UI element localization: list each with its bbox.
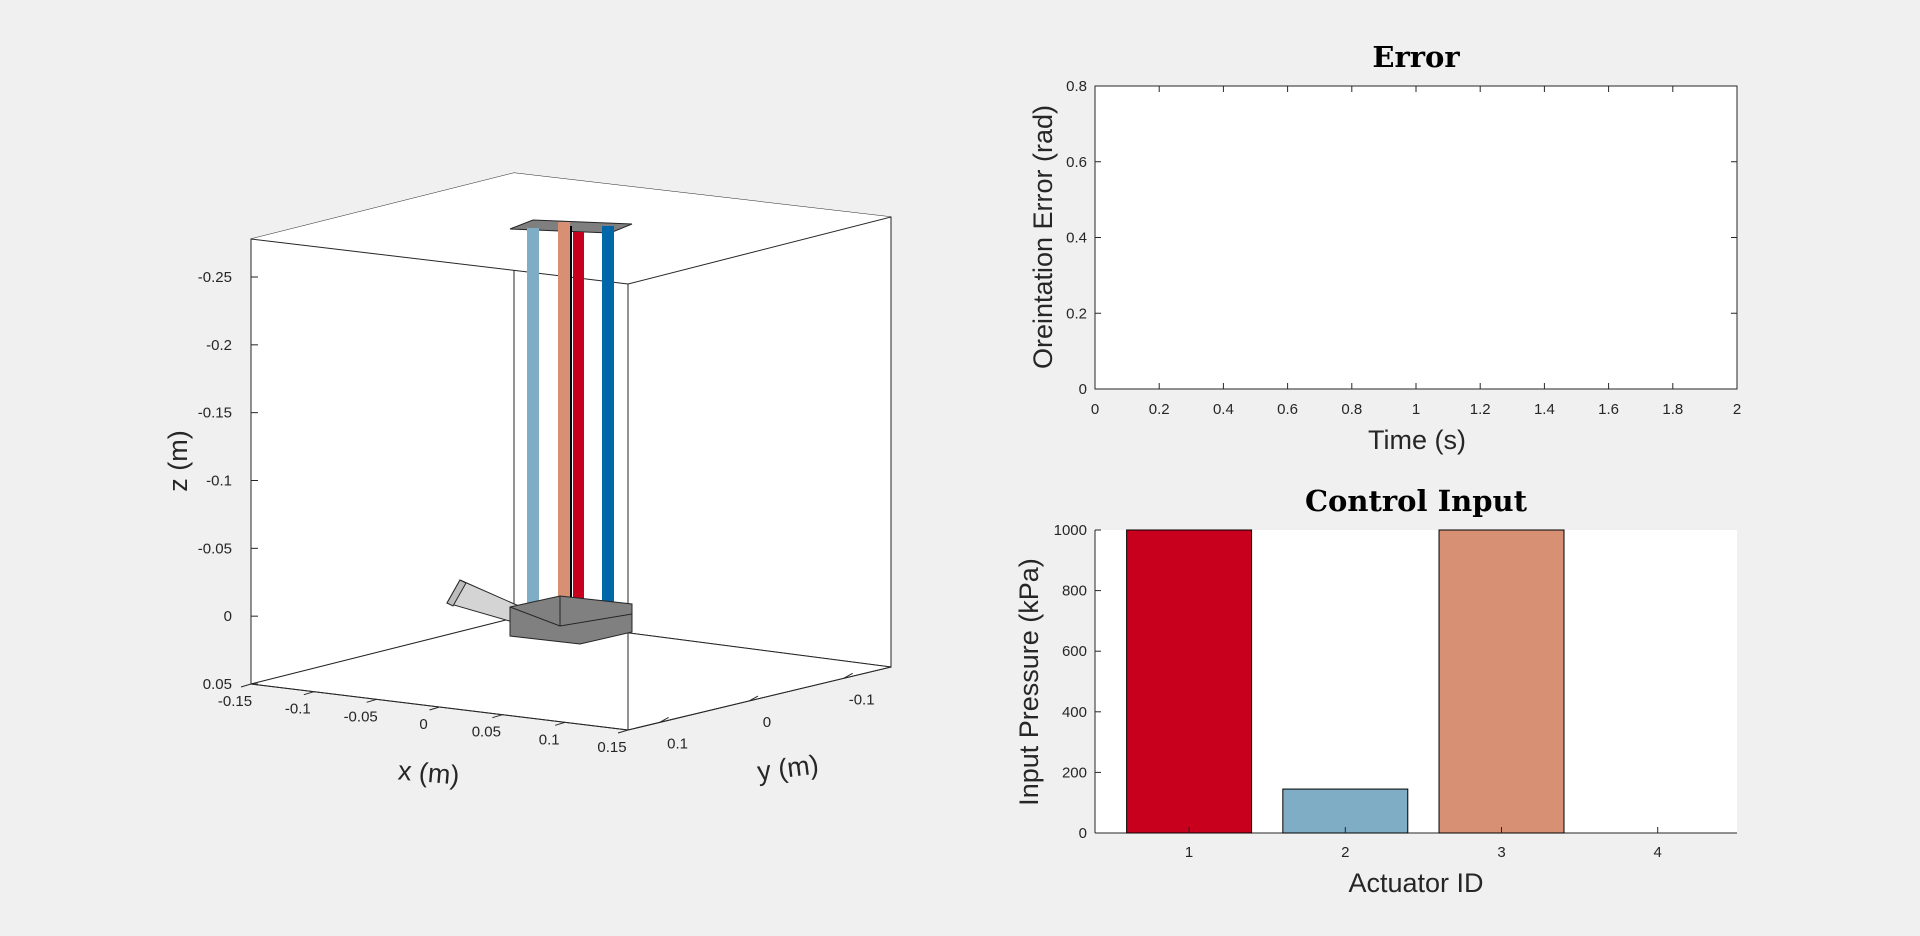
x-axis-label: x (m): [397, 755, 461, 790]
control-y-tick-label: 400: [1062, 704, 1087, 721]
control-x-ticks: 1 2 3 4: [1185, 827, 1662, 861]
control-bars: [1126, 529, 1565, 834]
control-x-tick-label: 4: [1654, 844, 1662, 861]
bar-actuator-1: [1126, 529, 1253, 834]
error-x-tick-label: 1.2: [1470, 401, 1491, 418]
x-tick-mark: [555, 721, 566, 726]
control-y-tick-label: 0: [1079, 825, 1087, 842]
z-axis-label: z (m): [163, 430, 193, 491]
error-y-ticks: 0 0.2 0.4 0.6 0.8: [1066, 78, 1737, 398]
x-tick-mark: [240, 683, 252, 688]
error-x-tick-label: 1.4: [1534, 401, 1555, 418]
box-right-top-edge: [627, 216, 892, 285]
z-tick-label: -0.25: [198, 269, 232, 286]
x-tick-label: 0: [419, 716, 427, 733]
error-x-ticks: 0 0.2 0.4 0.6 0.8 1 1.2 1.4 1.6 1.8 2: [1091, 86, 1741, 418]
z-tick-label: 0: [224, 608, 232, 625]
x-axis-ticks: -0.15 -0.1 -0.05 0 0.05 0.1 0.15: [218, 683, 629, 756]
y-tick-mark: [659, 717, 669, 723]
y-tick-mark: [843, 672, 853, 679]
error-x-tick-label: 1: [1412, 401, 1420, 418]
error-plot-title: Error: [1372, 40, 1460, 74]
end-effector-edge-2: [509, 606, 633, 627]
x-tick-mark: [617, 729, 629, 734]
control-x-label: Actuator ID: [1348, 868, 1483, 898]
error-y-tick-label: 0.6: [1066, 154, 1087, 171]
error-y-tick-label: 0.4: [1066, 230, 1087, 247]
z-axis-ticks: -0.25 -0.2 -0.15 -0.1 -0.05 0 0.05: [198, 269, 258, 693]
x-tick-mark: [366, 698, 377, 703]
x-tick-mark: [429, 706, 440, 711]
error-y-tick-label: 0.8: [1066, 78, 1087, 95]
y-tick-mark: [748, 695, 759, 702]
x-tick-label: 0.15: [597, 739, 626, 756]
x-tick-label: 0.05: [472, 724, 501, 741]
z-tick-label: 0.05: [203, 676, 232, 693]
error-x-tick-label: 0.4: [1213, 401, 1234, 418]
control-y-tick-label: 600: [1062, 643, 1087, 660]
x-tick-label: 0.1: [539, 731, 560, 748]
actuator-tube-2: [558, 222, 570, 600]
bar-actuator-2: [1282, 788, 1409, 834]
x-tick-mark: [303, 691, 314, 696]
error-x-tick-label: 2: [1733, 401, 1741, 418]
x-tick-mark: [492, 714, 503, 719]
bar-actuator-3: [1438, 529, 1565, 834]
error-y-label: Oreintation Error (rad): [1028, 105, 1058, 369]
z-tick-label: -0.05: [198, 540, 232, 557]
control-x-tick-label: 3: [1497, 844, 1505, 861]
error-plot: Error 0 0.2 0.4 0.6 0.8 1 1.2 1.4 1.6 1.8 2 0 0.2 0.…: [1028, 40, 1741, 455]
error-x-tick-label: 0.6: [1277, 401, 1298, 418]
x-tick-label: -0.05: [344, 708, 378, 725]
control-x-tick-label: 1: [1185, 844, 1193, 861]
error-x-tick-label: 1.8: [1662, 401, 1683, 418]
error-plot-axes: [1094, 85, 1738, 390]
control-y-tick-label: 200: [1062, 764, 1087, 781]
gripper-finger-side: [446, 579, 467, 607]
actuator-tube-4: [602, 226, 614, 602]
y-axis-label: y (m): [756, 749, 821, 786]
y-tick-label: -0.1: [849, 691, 875, 708]
control-y-tick-label: 1000: [1054, 522, 1087, 539]
error-y-tick-label: 0.2: [1066, 305, 1087, 322]
z-tick-label: -0.1: [206, 473, 232, 490]
error-x-tick-label: 0.2: [1149, 401, 1170, 418]
y-tick-label: 0.1: [667, 735, 688, 752]
error-x-tick-label: 1.6: [1598, 401, 1619, 418]
z-tick-label: -0.2: [206, 337, 232, 354]
box-right-bottom-edge: [627, 666, 892, 731]
x-tick-label: -0.1: [285, 701, 311, 718]
control-y-label: Input Pressure (kPa): [1014, 558, 1044, 806]
y-tick-label: 0: [763, 714, 771, 731]
y-axis-ticks: -0.1 0 0.1: [659, 672, 875, 752]
error-x-tick-label: 0.8: [1341, 401, 1362, 418]
x-tick-label: -0.15: [218, 693, 252, 710]
control-y-ticks: 0 200 400 600 800 1000: [1054, 522, 1101, 842]
control-plot-title: Control Input: [1305, 484, 1528, 518]
error-y-tick-label: 0: [1079, 381, 1087, 398]
control-x-tick-label: 2: [1341, 844, 1349, 861]
actuator-tube-3: [573, 232, 584, 604]
control-input-plot: Control Input 1 2 3 4 0 200 400 600 800 1000 Act…: [1014, 484, 1737, 898]
control-y-tick-label: 800: [1062, 583, 1087, 600]
error-x-tick-label: 0: [1091, 401, 1099, 418]
error-x-label: Time (s): [1368, 425, 1466, 455]
z-tick-label: -0.15: [198, 405, 232, 422]
actuator-tube-1: [527, 228, 539, 604]
